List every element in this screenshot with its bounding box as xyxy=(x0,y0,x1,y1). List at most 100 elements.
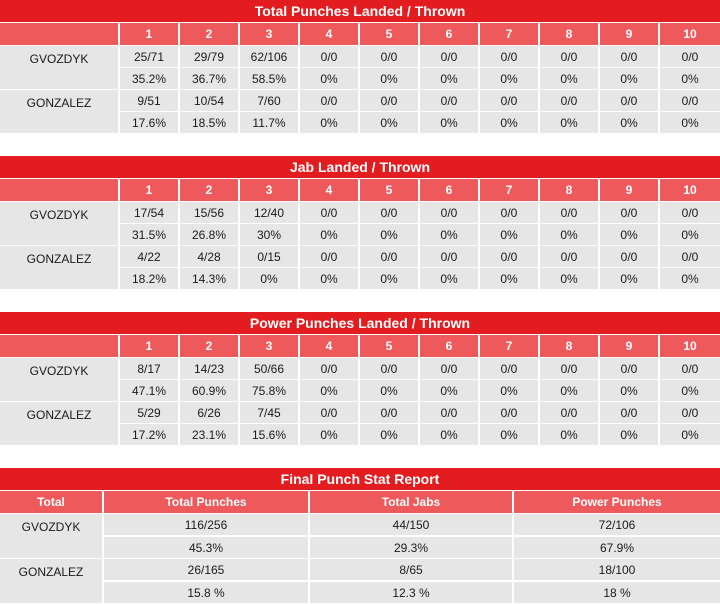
round-header: 1 xyxy=(120,335,178,357)
percentage-cell: 17.6% xyxy=(120,112,178,133)
landed-thrown-cell: 0/0 xyxy=(300,46,358,67)
landed-thrown-cell: 0/0 xyxy=(660,358,720,379)
percentage-cell: 26.8% xyxy=(180,224,238,245)
table-title: Total Punches Landed / Thrown xyxy=(0,0,720,22)
percentage-cell: 0% xyxy=(360,112,418,133)
percentage-cell: 0% xyxy=(540,68,598,89)
landed-thrown-cell: 29/79 xyxy=(180,46,238,67)
landed-thrown-cell: 4/22 xyxy=(120,246,178,267)
landed-thrown-cell: 0/0 xyxy=(660,402,720,423)
final-total-cell: 18/100 xyxy=(514,559,720,580)
percentage-cell: 0% xyxy=(540,380,598,401)
percentage-cell: 18.2% xyxy=(120,268,178,289)
percentage-cell: 0% xyxy=(480,380,538,401)
final-pct-cell: 15.8 % xyxy=(104,582,308,603)
percentage-cell: 0% xyxy=(300,224,358,245)
fighter-name: GONZALEZ xyxy=(0,90,118,133)
percentage-cell: 0% xyxy=(600,424,658,445)
percentage-cell: 0% xyxy=(480,68,538,89)
final-header: Power Punches xyxy=(514,491,720,513)
percentage-cell: 0% xyxy=(600,68,658,89)
round-header: 3 xyxy=(240,335,298,357)
landed-thrown-cell: 17/54 xyxy=(120,202,178,223)
landed-thrown-cell: 5/29 xyxy=(120,402,178,423)
landed-thrown-cell: 10/54 xyxy=(180,90,238,111)
landed-thrown-cell: 0/0 xyxy=(360,358,418,379)
header-corner xyxy=(0,23,118,45)
landed-thrown-cell: 0/15 xyxy=(240,246,298,267)
landed-thrown-cell: 0/0 xyxy=(300,358,358,379)
table-title: Power Punches Landed / Thrown xyxy=(0,312,720,334)
fighter-name: GVOZDYK xyxy=(0,358,118,401)
percentage-cell: 18.5% xyxy=(180,112,238,133)
landed-thrown-cell: 0/0 xyxy=(420,90,478,111)
round-header: 6 xyxy=(420,335,478,357)
landed-thrown-cell: 0/0 xyxy=(300,202,358,223)
percentage-cell: 36.7% xyxy=(180,68,238,89)
landed-thrown-cell: 7/45 xyxy=(240,402,298,423)
final-total-cell: 26/165 xyxy=(104,559,308,580)
landed-thrown-cell: 0/0 xyxy=(480,402,538,423)
landed-thrown-cell: 0/0 xyxy=(300,90,358,111)
round-header: 3 xyxy=(240,179,298,201)
percentage-cell: 0% xyxy=(540,268,598,289)
landed-thrown-cell: 0/0 xyxy=(360,46,418,67)
final-pct-cell: 18 % xyxy=(514,582,720,603)
percentage-cell: 0% xyxy=(300,380,358,401)
percentage-cell: 0% xyxy=(300,424,358,445)
landed-thrown-cell: 0/0 xyxy=(540,90,598,111)
percentage-cell: 0% xyxy=(420,68,478,89)
percentage-cell: 47.1% xyxy=(120,380,178,401)
round-header: 10 xyxy=(660,23,720,45)
percentage-cell: 0% xyxy=(420,224,478,245)
percentage-cell: 0% xyxy=(420,380,478,401)
landed-thrown-cell: 0/0 xyxy=(300,246,358,267)
percentage-cell: 0% xyxy=(420,268,478,289)
landed-thrown-cell: 0/0 xyxy=(660,46,720,67)
landed-thrown-cell: 0/0 xyxy=(480,202,538,223)
fighter-name: GONZALEZ xyxy=(0,246,118,289)
percentage-cell: 35.2% xyxy=(120,68,178,89)
landed-thrown-cell: 0/0 xyxy=(600,202,658,223)
round-header: 8 xyxy=(540,23,598,45)
landed-thrown-cell: 62/106 xyxy=(240,46,298,67)
landed-thrown-cell: 0/0 xyxy=(480,90,538,111)
landed-thrown-cell: 0/0 xyxy=(540,46,598,67)
landed-thrown-cell: 0/0 xyxy=(540,246,598,267)
landed-thrown-cell: 0/0 xyxy=(480,358,538,379)
percentage-cell: 30% xyxy=(240,224,298,245)
round-header: 7 xyxy=(480,23,538,45)
final-pct-cell: 12.3 % xyxy=(310,582,512,603)
round-header: 2 xyxy=(180,179,238,201)
landed-thrown-cell: 12/40 xyxy=(240,202,298,223)
percentage-cell: 0% xyxy=(600,268,658,289)
round-header: 6 xyxy=(420,179,478,201)
final-total-cell: 72/106 xyxy=(514,514,720,535)
percentage-cell: 15.6% xyxy=(240,424,298,445)
landed-thrown-cell: 9/51 xyxy=(120,90,178,111)
landed-thrown-cell: 0/0 xyxy=(360,90,418,111)
percentage-cell: 0% xyxy=(660,424,720,445)
round-header: 4 xyxy=(300,179,358,201)
percentage-cell: 0% xyxy=(240,268,298,289)
percentage-cell: 0% xyxy=(600,224,658,245)
percentage-cell: 0% xyxy=(660,224,720,245)
fighter-name: GVOZDYK xyxy=(0,202,118,245)
final-header: Total Jabs xyxy=(310,491,512,513)
round-header: 5 xyxy=(360,23,418,45)
percentage-cell: 31.5% xyxy=(120,224,178,245)
landed-thrown-cell: 0/0 xyxy=(540,202,598,223)
landed-thrown-cell: 25/71 xyxy=(120,46,178,67)
final-fighter-name: GVOZDYK xyxy=(0,514,102,558)
percentage-cell: 0% xyxy=(360,224,418,245)
percentage-cell: 0% xyxy=(360,68,418,89)
fighter-name: GONZALEZ xyxy=(0,402,118,445)
round-header: 8 xyxy=(540,335,598,357)
round-header: 2 xyxy=(180,335,238,357)
landed-thrown-cell: 8/17 xyxy=(120,358,178,379)
percentage-cell: 0% xyxy=(420,112,478,133)
final-pct-cell: 45.3% xyxy=(104,537,308,558)
round-header: 10 xyxy=(660,335,720,357)
landed-thrown-cell: 0/0 xyxy=(420,202,478,223)
round-header: 4 xyxy=(300,335,358,357)
